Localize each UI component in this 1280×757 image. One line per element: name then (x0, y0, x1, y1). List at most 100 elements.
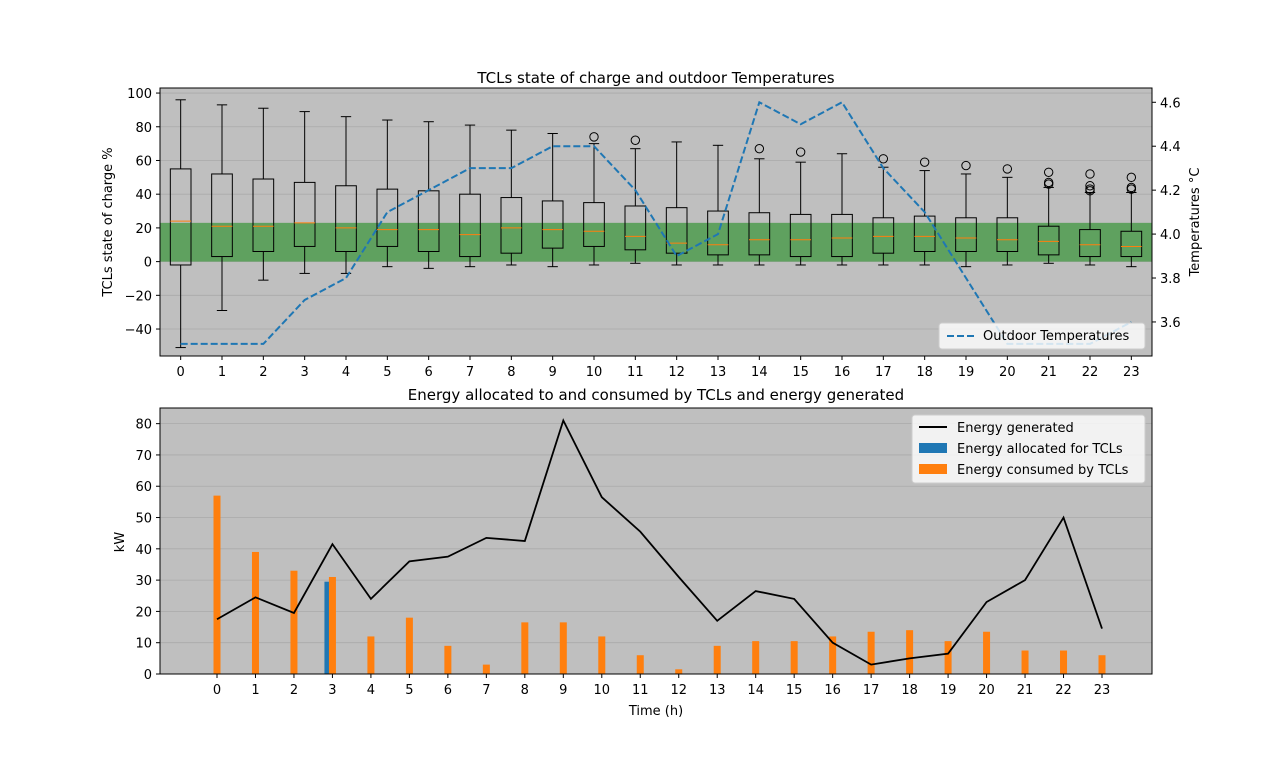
top-ytick-label: 0 (144, 256, 152, 271)
top-xtick-label: 13 (710, 365, 727, 380)
bar-energy-consumed (444, 645, 452, 674)
bottom-ytick-label: 60 (135, 480, 152, 495)
comfort-band (160, 222, 1152, 262)
top-xtick-label: 3 (301, 365, 309, 380)
top-y2tick-label: 3.6 (1160, 316, 1181, 331)
top-xtick-label: 21 (1040, 365, 1057, 380)
bottom-ytick-label: 0 (144, 668, 152, 683)
top-xtick-label: 7 (466, 365, 474, 380)
bottom-xtick-label: 2 (290, 683, 298, 698)
box-iqr (665, 207, 688, 254)
bottom-xtick-label: 17 (863, 683, 880, 698)
outdoor-temperature-line (180, 100, 1132, 345)
bar-energy-consumed (405, 617, 413, 674)
box-outlier (1085, 184, 1095, 194)
box-outlier (1002, 164, 1013, 174)
box-iqr (583, 202, 605, 247)
top-xtick-label: 20 (999, 365, 1016, 380)
bottom-ytick-label: 30 (135, 574, 152, 589)
bar-energy-consumed (867, 631, 875, 674)
bar-energy-consumed (713, 645, 721, 674)
top-chart-title: TCLs state of charge and outdoor Tempera… (476, 69, 834, 87)
bar-energy-consumed (290, 570, 298, 674)
box-iqr (831, 213, 853, 258)
bottom-xtick-label: 21 (1017, 683, 1034, 698)
bottom-xlabel: Time (h) (628, 704, 683, 719)
top-xtick-label: 0 (177, 365, 185, 380)
box-iqr (500, 197, 523, 254)
bottom-plot-frame (159, 407, 1153, 675)
box-outlier (1126, 182, 1137, 193)
energy-generated-line (216, 418, 1103, 666)
bar-energy-consumed (983, 631, 991, 674)
bar-energy-consumed (521, 622, 529, 674)
bottom-xtick-label: 12 (670, 683, 687, 698)
box-iqr (252, 178, 275, 252)
bar-energy-consumed (559, 622, 567, 674)
box-iqr (459, 193, 481, 258)
bar-energy-consumed (367, 636, 375, 674)
box-iqr (955, 217, 977, 252)
bottom-xtick-label: 9 (559, 683, 567, 698)
bottom-ytick-label: 50 (135, 512, 152, 527)
top-ytick-label: 80 (135, 121, 152, 136)
top-xtick-label: 14 (751, 365, 768, 380)
top-ylabel: TCLs state of charge % (101, 147, 116, 297)
top-ytick-label: 100 (127, 87, 152, 102)
box-outlier (630, 135, 641, 145)
box-iqr (211, 173, 233, 258)
box-outlier (1043, 167, 1054, 177)
top-xtick-label: 16 (834, 365, 851, 380)
bottom-y-axis-ticks: 0 10 20 30 40 50 60 70 80 (135, 418, 160, 683)
top-legend: Outdoor Temperatures (938, 322, 1146, 350)
bottom-xtick-label: 22 (1055, 683, 1072, 698)
bottom-ylabel: kW (113, 532, 128, 553)
bottom-xtick-label: 20 (978, 683, 995, 698)
legend-label-energy-generated: Energy generated (957, 421, 1074, 436)
top-y2label: Temperatures °C (1188, 168, 1203, 278)
top-xtick-label: 22 (1082, 365, 1099, 380)
top-xtick-label: 10 (586, 365, 603, 380)
top-xtick-label: 8 (507, 365, 515, 380)
bar-energy-consumed (1021, 650, 1029, 674)
bar-energy-consumed (752, 641, 760, 674)
bottom-xtick-label: 5 (405, 683, 413, 698)
top-x-axis-ticks: 0 1 2 3 4 5 6 7 8 9 10 11 12 13 14 15 16 17 18 19 20 21 22 23 (177, 356, 1140, 380)
top-plot-background (160, 88, 1152, 356)
box-iqr (293, 181, 316, 247)
bottom-xtick-label: 16 (824, 683, 841, 698)
top-left-axis-ticks: −40 −20 0 20 40 60 80 100 (125, 87, 160, 338)
box-iqr (996, 217, 1019, 252)
box-iqr (169, 168, 192, 266)
bottom-xtick-label: 4 (367, 683, 375, 698)
bar-energy-consumed (636, 655, 644, 674)
top-y2tick-label: 4.2 (1160, 184, 1181, 199)
bottom-xtick-label: 1 (251, 683, 259, 698)
bottom-xtick-label: 15 (786, 683, 803, 698)
bottom-xtick-label: 6 (444, 683, 452, 698)
box-iqr (707, 210, 729, 256)
bottom-xtick-label: 8 (521, 683, 529, 698)
top-xtick-label: 9 (549, 365, 557, 380)
bottom-ytick-label: 20 (135, 605, 152, 620)
box-iqr (748, 212, 771, 256)
bottom-xtick-label: 7 (482, 683, 490, 698)
box-iqr (872, 217, 895, 254)
bottom-xtick-label: 18 (901, 683, 918, 698)
bottom-ytick-label: 80 (135, 418, 152, 433)
box-outlier (878, 154, 889, 164)
top-xtick-label: 2 (259, 365, 267, 380)
box-iqr (913, 215, 936, 252)
top-xtick-label: 4 (342, 365, 350, 380)
bar-energy-consumed (482, 664, 490, 674)
box-outlier (589, 132, 599, 142)
energy-panel: Energy allocated to and consumed by TCLs… (113, 386, 1153, 719)
legend-swatch-energy-allocated (919, 443, 947, 453)
legend-label-energy-allocated: Energy allocated for TCLs (957, 442, 1123, 457)
box-outlier (1085, 181, 1095, 191)
top-ytick-label: 20 (135, 222, 152, 237)
bottom-xtick-label: 14 (747, 683, 764, 698)
box-outlier (1043, 177, 1054, 188)
bar-energy-consumed (944, 641, 952, 674)
top-xtick-label: 18 (916, 365, 933, 380)
